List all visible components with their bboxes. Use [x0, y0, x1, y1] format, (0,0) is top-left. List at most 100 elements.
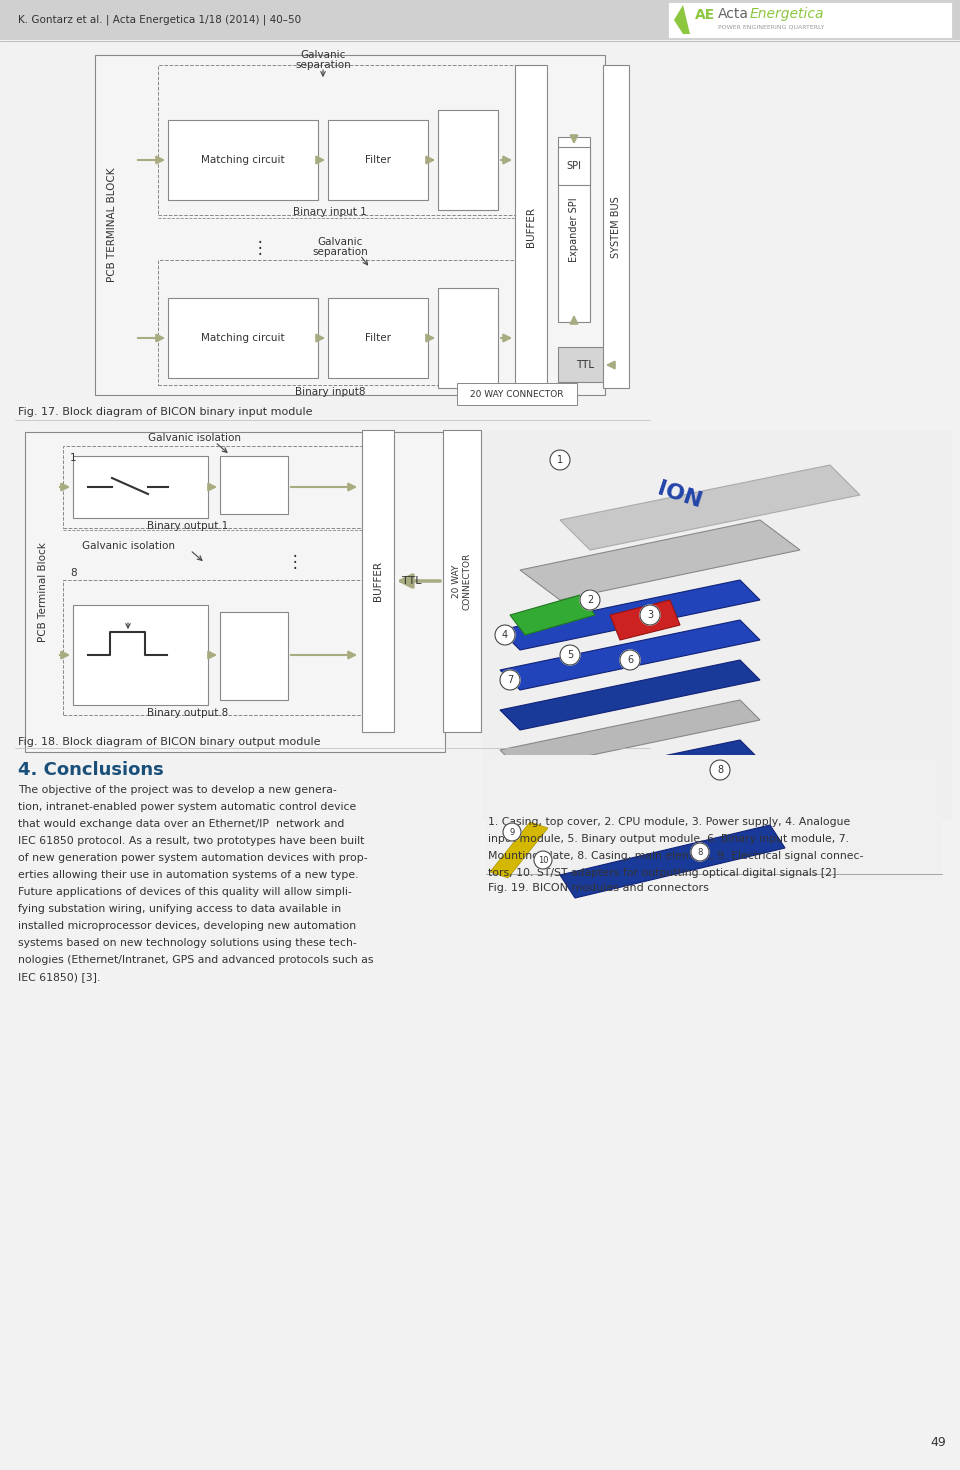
Text: Binary output 1: Binary output 1: [148, 520, 228, 531]
Text: TTL: TTL: [402, 576, 421, 587]
Text: systems based on new technology solutions using these tech-: systems based on new technology solution…: [18, 938, 357, 948]
Text: 4: 4: [502, 631, 508, 639]
Polygon shape: [610, 600, 680, 639]
Text: Filter: Filter: [365, 154, 391, 165]
Polygon shape: [500, 581, 760, 650]
Polygon shape: [510, 595, 595, 635]
Text: 1. Casing, top cover, 2. CPU module, 3. Power supply, 4. Analogue: 1. Casing, top cover, 2. CPU module, 3. …: [488, 817, 851, 828]
Circle shape: [550, 450, 570, 470]
Circle shape: [560, 645, 580, 664]
Text: 9: 9: [510, 828, 515, 836]
Circle shape: [580, 589, 600, 610]
Text: fying substation wiring, unifying access to data available in: fying substation wiring, unifying access…: [18, 904, 341, 914]
Text: Galvanic: Galvanic: [318, 237, 363, 247]
Circle shape: [503, 823, 521, 841]
Text: Galvanic: Galvanic: [300, 50, 346, 60]
Text: 7: 7: [507, 675, 514, 685]
Text: 20 WAY
CONNECTOR: 20 WAY CONNECTOR: [452, 553, 471, 610]
Text: Expander SPI: Expander SPI: [569, 197, 579, 262]
Text: Fig. 19. BICON modules and connectors: Fig. 19. BICON modules and connectors: [488, 883, 708, 892]
Text: SYSTEM BUS: SYSTEM BUS: [611, 196, 621, 257]
Bar: [168, 121, 318, 200]
Text: Fig. 18. Block diagram of BICON binary output module: Fig. 18. Block diagram of BICON binary o…: [18, 736, 321, 747]
Bar: [558, 137, 590, 322]
Circle shape: [640, 606, 660, 625]
Bar: [158, 65, 518, 215]
Text: Matching circuit: Matching circuit: [202, 154, 285, 165]
Text: 4. Conclusions: 4. Conclusions: [18, 761, 164, 779]
Text: 8: 8: [70, 567, 77, 578]
Text: Binary output 8: Binary output 8: [148, 709, 228, 717]
Text: Binary input8: Binary input8: [295, 387, 365, 397]
Circle shape: [534, 851, 552, 869]
Text: separation: separation: [295, 60, 350, 71]
Text: tion, intranet-enabled power system automatic control device: tion, intranet-enabled power system auto…: [18, 803, 356, 811]
Text: 49: 49: [930, 1436, 946, 1448]
Text: erties allowing their use in automation systems of a new type.: erties allowing their use in automation …: [18, 870, 358, 881]
Polygon shape: [520, 520, 800, 600]
Bar: [558, 147, 590, 185]
Circle shape: [495, 625, 515, 645]
Text: of new generation power system automation devices with prop-: of new generation power system automatio…: [18, 853, 368, 863]
Text: 5: 5: [566, 650, 573, 660]
Bar: [457, 384, 577, 406]
Text: ION: ION: [656, 478, 705, 512]
Text: Fig. 17. Block diagram of BICON binary input module: Fig. 17. Block diagram of BICON binary i…: [18, 407, 313, 417]
Text: 20 WAY CONNECTOR: 20 WAY CONNECTOR: [470, 390, 564, 398]
Bar: [558, 347, 613, 382]
Text: 8: 8: [697, 848, 703, 857]
Circle shape: [620, 650, 640, 670]
Text: POWER ENGINEERING QUARTERLY: POWER ENGINEERING QUARTERLY: [718, 25, 825, 29]
Bar: [158, 260, 518, 385]
Text: ⋮: ⋮: [252, 240, 268, 257]
Text: 3: 3: [647, 610, 653, 620]
Circle shape: [710, 760, 730, 781]
Text: PCB TERMINAL BLOCK: PCB TERMINAL BLOCK: [107, 168, 117, 282]
Bar: [220, 456, 288, 514]
Polygon shape: [560, 825, 785, 898]
Bar: [515, 65, 547, 388]
Bar: [438, 288, 498, 388]
Polygon shape: [560, 465, 860, 550]
Text: Binary input 1: Binary input 1: [293, 207, 367, 218]
Bar: [168, 298, 318, 378]
Polygon shape: [500, 739, 760, 810]
Text: Future applications of devices of this quality will allow simpli-: Future applications of devices of this q…: [18, 886, 351, 897]
Text: input module, 5. Binary output module, 6. Binary input module, 7.: input module, 5. Binary output module, 6…: [488, 833, 849, 844]
Text: 1: 1: [70, 453, 77, 463]
Bar: [486, 756, 942, 881]
Text: The objective of the project was to develop a new genera-: The objective of the project was to deve…: [18, 785, 337, 795]
Text: tors, 10. ST/ST adapters for outputting optical digital signals [2]: tors, 10. ST/ST adapters for outputting …: [488, 867, 836, 878]
Text: 2: 2: [587, 595, 593, 606]
Circle shape: [691, 842, 709, 861]
Bar: [0, 0, 960, 40]
Polygon shape: [500, 700, 760, 770]
Text: 10: 10: [538, 856, 548, 864]
Text: Acta: Acta: [718, 7, 749, 21]
Text: K. Gontarz et al. | Acta Energetica 1/18 (2014) | 40–50: K. Gontarz et al. | Acta Energetica 1/18…: [18, 15, 301, 25]
Polygon shape: [490, 822, 548, 878]
Text: installed microprocessor devices, developing new automation: installed microprocessor devices, develo…: [18, 922, 356, 931]
Text: 6: 6: [627, 656, 633, 664]
Bar: [438, 110, 498, 210]
Bar: [328, 121, 428, 200]
Text: Galvanic isolation: Galvanic isolation: [82, 541, 175, 551]
Bar: [220, 612, 288, 700]
Text: TTL: TTL: [576, 360, 594, 370]
Bar: [362, 431, 394, 732]
Polygon shape: [500, 620, 760, 689]
Bar: [73, 456, 208, 517]
Text: 8: 8: [717, 764, 723, 775]
Text: AE: AE: [695, 7, 715, 22]
Bar: [95, 54, 605, 395]
Text: SPI: SPI: [566, 162, 582, 171]
Text: BUFFER: BUFFER: [373, 562, 383, 601]
Bar: [328, 298, 428, 378]
Text: ⋮: ⋮: [287, 553, 303, 570]
Text: IEC 61850) [3].: IEC 61850) [3].: [18, 972, 101, 982]
Text: 1: 1: [557, 456, 564, 465]
Text: Filter: Filter: [365, 334, 391, 343]
Bar: [482, 431, 952, 820]
Text: BUFFER: BUFFER: [526, 207, 536, 247]
Text: Energetica: Energetica: [750, 7, 825, 21]
